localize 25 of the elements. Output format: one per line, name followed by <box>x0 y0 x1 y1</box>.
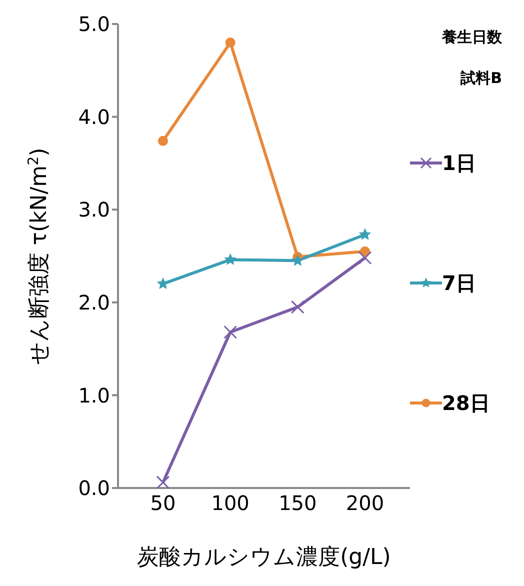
y-tick-label: 2.0 <box>78 290 110 314</box>
x-tick-label: 50 <box>150 491 176 516</box>
x-axis-title: 炭酸カルシウム濃度(g/L) <box>137 545 391 570</box>
y-tick-label: 4.0 <box>78 104 110 129</box>
y-tick-label: 5.0 <box>78 12 110 36</box>
point <box>290 300 304 314</box>
point <box>359 228 371 240</box>
point <box>225 38 236 48</box>
point <box>156 476 170 488</box>
legend-label: 1日 <box>442 150 476 176</box>
y-tick-label: 1.0 <box>78 383 110 408</box>
point <box>292 254 304 266</box>
legend-label: 28日 <box>442 390 490 416</box>
point <box>358 251 372 265</box>
x-tick-label: 200 <box>346 491 384 516</box>
y-tick-label: 0.0 <box>78 476 110 500</box>
text: 試料B <box>459 69 502 88</box>
x-tick-label: 100 <box>211 491 250 516</box>
legend-title: 養生日数 <box>442 28 502 47</box>
point <box>158 136 168 146</box>
point <box>224 253 236 265</box>
y-tick-label: 3.0 <box>78 198 110 222</box>
point <box>224 325 238 339</box>
legend-label: 7日 <box>442 270 476 296</box>
x-tick-label: 150 <box>278 491 317 516</box>
